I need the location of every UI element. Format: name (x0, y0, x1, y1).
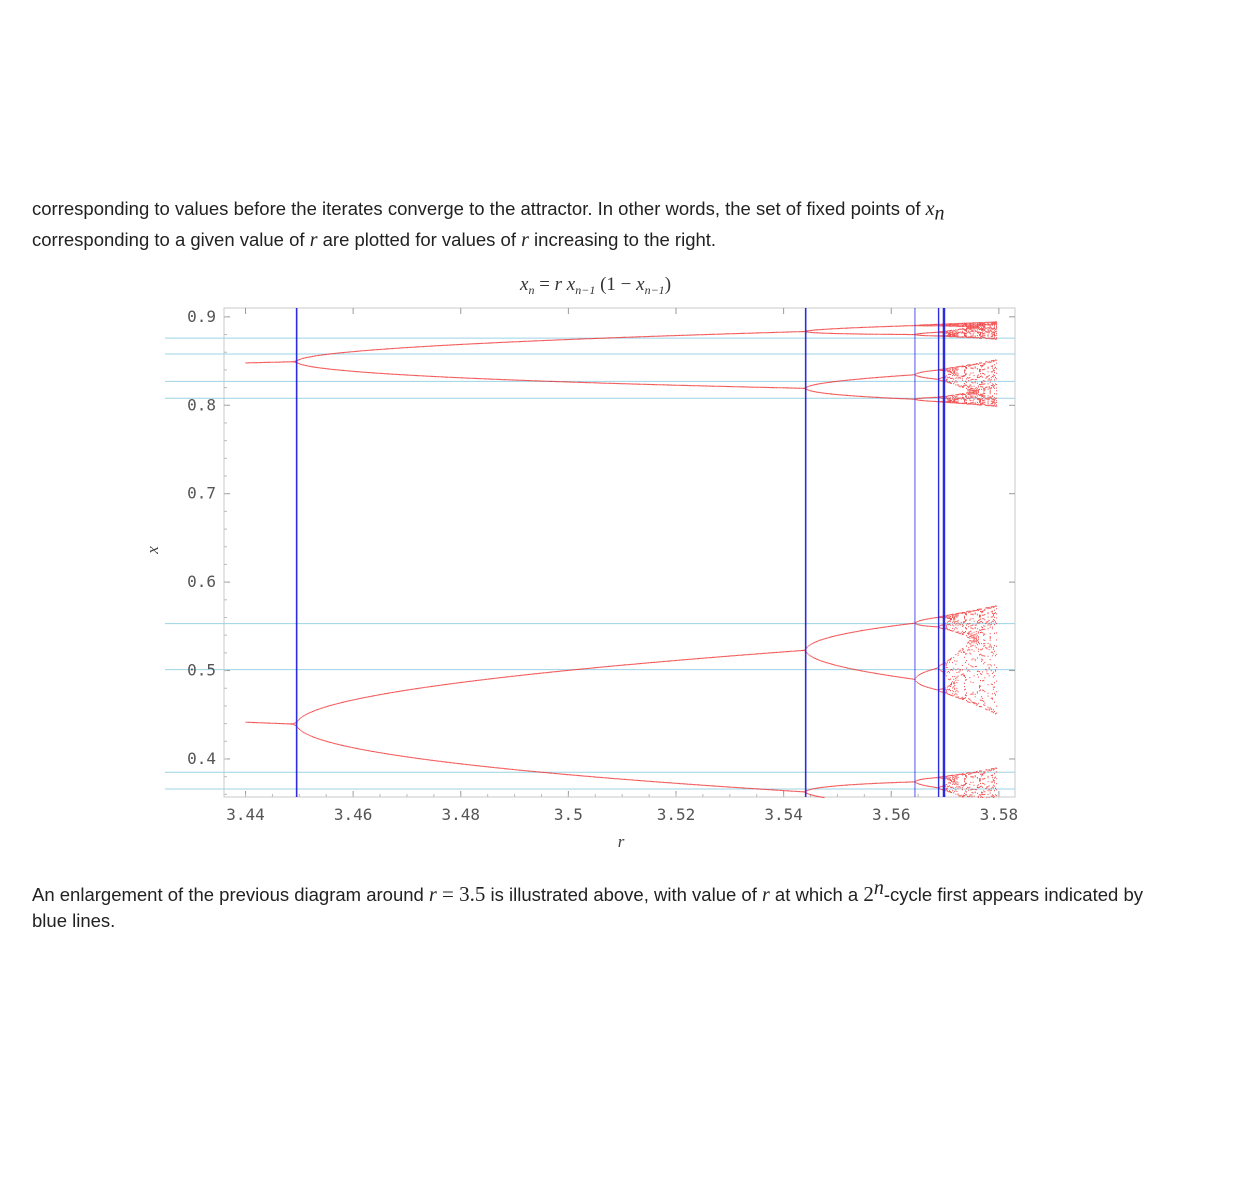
intro-text-1: corresponding to values before the itera… (32, 198, 926, 219)
chart-title: xn = r xn−1 (1 − xn−1) (519, 274, 671, 297)
x-axis-title: r (618, 832, 625, 851)
intro-text-2: corresponding to a given value of (32, 228, 310, 250)
bifurcation-chart: xn = r xn−1 (1 − xn−1) 3.44 3.46 3.48 3.5 3.… (143, 274, 1018, 851)
intro-text-4: increasing to the right. (528, 228, 717, 250)
axis-ticks (224, 308, 1015, 797)
y-tick-label: 0.6 (187, 572, 216, 591)
tick-labels: 3.44 3.46 3.48 3.5 3.52 3.54 3.56 3.58 0.9 0.8 0.7… (187, 307, 1018, 824)
caption-text-2: is illustrated above, with value of (485, 884, 762, 906)
attractor-path (245, 321, 998, 799)
x-tick-label: 3.56 (872, 805, 911, 824)
caption-text-1: An enlargement of the previous diagram a… (32, 884, 429, 906)
y-tick-label: 0.9 (187, 307, 216, 326)
caption-var-r-2: r (761, 884, 770, 907)
intro-text-3: are plotted for values of (317, 228, 522, 250)
caption-pow-base: 2 (863, 882, 874, 907)
caption-pow-exp: n (873, 877, 884, 899)
y-tick-label: 0.4 (187, 749, 216, 768)
guide-lines (165, 337, 1015, 790)
caption-eq: = 3.5 (436, 882, 486, 907)
x-tick-label: 3.54 (764, 805, 803, 824)
y-axis-title: x (143, 546, 162, 555)
x-tick-label: 3.5 (554, 805, 583, 824)
chart-title-text: xn = r xn−1 (1 − xn−1) (519, 274, 671, 297)
plot-frame (223, 307, 1016, 798)
x-tick-label: 3.46 (334, 805, 373, 824)
var-x-sub: n (934, 202, 945, 225)
var-x: x (925, 198, 935, 220)
x-tick-label: 3.48 (441, 805, 480, 824)
caption-var-r: r (428, 884, 437, 907)
caption-text-4: -cycle first appears indicated by blue l… (32, 884, 1143, 932)
var-r: r (309, 228, 318, 251)
y-tick-label: 0.7 (187, 484, 216, 503)
x-tick-label: 3.58 (980, 805, 1019, 824)
x-tick-label: 3.44 (226, 805, 265, 824)
bifurcation-lines (295, 308, 946, 797)
y-tick-label: 0.5 (187, 661, 216, 680)
caption-paragraph: An enlargement of the previous diagram a… (32, 875, 1182, 934)
attractor-points (245, 321, 998, 799)
y-tick-label: 0.8 (187, 395, 216, 414)
intro-paragraph: corresponding to values before the itera… (32, 196, 1182, 253)
caption-text-3: at which a (769, 884, 864, 906)
x-tick-label: 3.52 (657, 805, 696, 824)
var-r-2: r (521, 228, 529, 251)
